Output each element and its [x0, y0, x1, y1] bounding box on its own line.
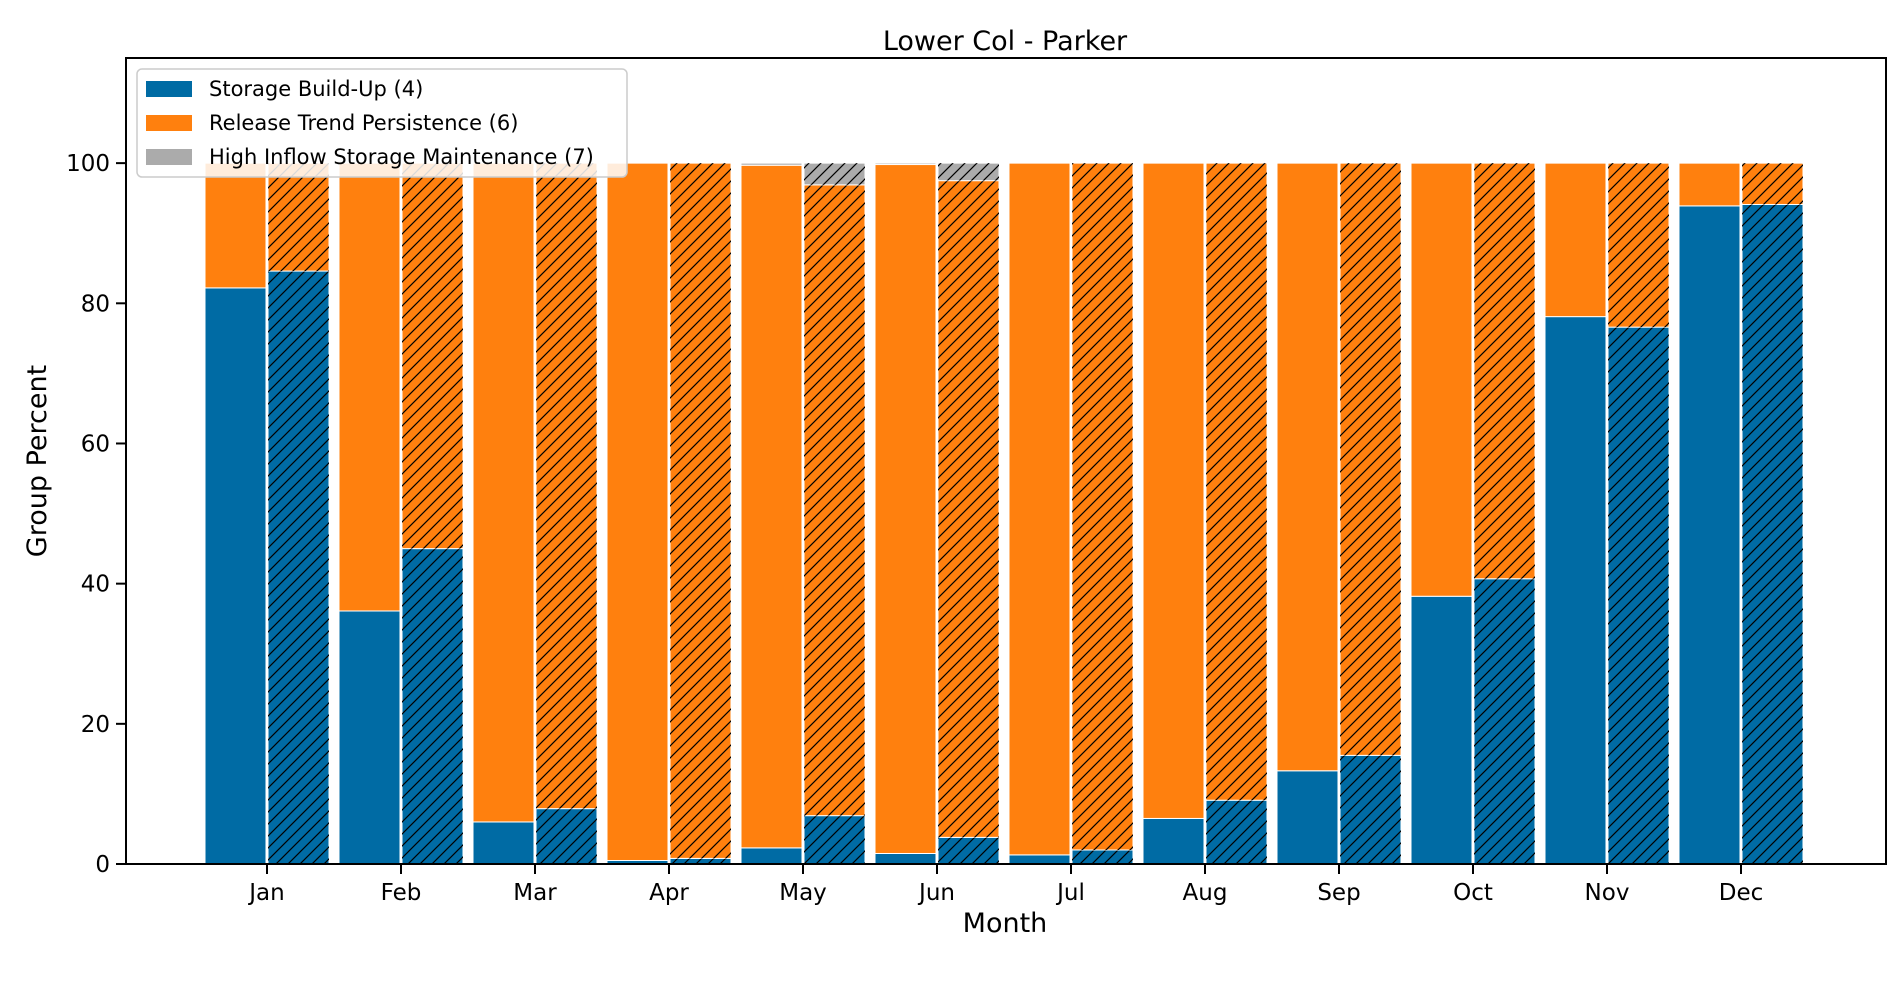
bar-mar-solid-series-2 — [472, 162, 535, 823]
bar-aug-solid-series-2 — [1142, 162, 1205, 819]
bar-hatch-dec-series-2 — [1742, 163, 1803, 205]
y-tick-label: 100 — [66, 151, 110, 177]
bar-sep-solid-series-2 — [1276, 162, 1339, 772]
bar-jun-solid-series-2 — [874, 164, 937, 854]
bar-hatch-may-series-3 — [804, 163, 865, 185]
y-tick-label: 20 — [81, 712, 110, 738]
bar-hatch-may-series-2 — [804, 184, 865, 816]
bar-feb-solid-series-1 — [338, 610, 401, 865]
x-tick-label-jan: Jan — [247, 880, 284, 906]
bar-hatch-sep-series-1 — [1340, 755, 1401, 864]
x-tick-label-sep: Sep — [1317, 880, 1360, 906]
bar-hatch-oct-series-1 — [1474, 578, 1535, 864]
bar-hatch-apr-series-1 — [670, 858, 731, 864]
x-tick-label-dec: Dec — [1719, 880, 1764, 906]
bar-jun-solid-series-3 — [874, 162, 937, 166]
bar-hatch-mar-series-1 — [536, 808, 597, 864]
bar-hatch-dec-series-1 — [1742, 204, 1803, 864]
y-tick-label: 60 — [81, 431, 110, 457]
x-axis: Jan Feb Mar Apr May Jun Jul Aug Sep Oct Nov Dec — [247, 864, 1763, 906]
x-tick-label-jun: Jun — [917, 880, 955, 906]
bar-hatch-jun-series-1 — [938, 837, 999, 864]
x-tick-label-aug: Aug — [1183, 880, 1228, 906]
x-tick-label-mar: Mar — [513, 880, 557, 906]
legend-swatch-1 — [146, 81, 192, 97]
bar-aug-solid-series-1 — [1142, 817, 1205, 865]
plot-frame — [125, 57, 1887, 865]
bar-jun-solid-series-1 — [874, 852, 937, 865]
legend-box — [136, 68, 628, 178]
bar-hatch-sep-series-2 — [1340, 163, 1401, 756]
bar-hatch-apr-series-2 — [670, 163, 731, 859]
bar-may-solid-series-1 — [740, 847, 803, 865]
bar-may-solid-series-2 — [740, 164, 803, 849]
bar-hatch-jan-series-2 — [268, 163, 329, 272]
bar-hatch-nov-series-2 — [1608, 163, 1669, 328]
y-axis-label: Group Percent — [22, 365, 53, 557]
bar-nov-solid-series-1 — [1544, 316, 1607, 865]
legend-swatch-2 — [146, 115, 192, 131]
bar-hatch-aug-series-1 — [1206, 800, 1267, 864]
bar-hatch-jun-series-2 — [938, 180, 999, 838]
x-axis-label: Month — [963, 908, 1048, 939]
x-tick-label-may: May — [779, 880, 827, 906]
bar-hatch-mar-series-2 — [536, 163, 597, 809]
x-tick-label-feb: Feb — [381, 880, 422, 906]
bar-hatch-feb-series-2 — [402, 163, 463, 549]
bar-hatch-jul-series-1 — [1072, 849, 1133, 864]
x-tick-label-apr: Apr — [649, 880, 689, 906]
chart-title: Lower Col - Parker — [883, 26, 1128, 57]
bar-oct-solid-series-2 — [1410, 162, 1473, 597]
legend-swatch-3 — [146, 149, 192, 165]
bar-oct-solid-series-1 — [1410, 595, 1473, 865]
y-tick-label: 80 — [81, 291, 110, 317]
legend-label-2: Release Trend Persistence (6) — [209, 111, 518, 135]
bars-layer — [204, 162, 1804, 865]
bar-may-solid-series-3 — [740, 162, 803, 166]
bar-hatch-oct-series-2 — [1474, 163, 1535, 579]
y-tick-label: 0 — [95, 852, 110, 878]
y-tick-label: 40 — [81, 572, 110, 598]
bar-apr-solid-series-2 — [606, 162, 669, 861]
bar-feb-solid-series-2 — [338, 162, 401, 612]
legend: Storage Build-Up (4) Release Trend Persis… — [136, 68, 628, 178]
bar-jan-solid-series-2 — [204, 162, 267, 289]
bar-hatch-may-series-1 — [804, 815, 865, 864]
bar-jul-solid-series-1 — [1008, 854, 1071, 865]
bar-hatch-aug-series-2 — [1206, 163, 1267, 801]
bar-nov-solid-series-2 — [1544, 162, 1607, 318]
legend-label-3: High Inflow Storage Maintenance (7) — [209, 145, 594, 169]
bar-hatch-jun-series-3 — [938, 163, 999, 181]
bar-jul-solid-series-2 — [1008, 162, 1071, 856]
x-tick-label-oct: Oct — [1453, 880, 1493, 906]
y-axis: 0 20 40 60 80 100 — [66, 151, 126, 878]
bar-hatch-jul-series-2 — [1072, 163, 1133, 850]
x-tick-label-jul: Jul — [1055, 880, 1085, 906]
x-tick-label-nov: Nov — [1585, 880, 1630, 906]
bar-dec-solid-series-2 — [1678, 162, 1741, 207]
bar-hatch-jan-series-1 — [268, 271, 329, 865]
bar-mar-solid-series-1 — [472, 821, 535, 865]
bar-dec-solid-series-1 — [1678, 205, 1741, 865]
bar-hatch-feb-series-1 — [402, 548, 463, 864]
legend-label-1: Storage Build-Up (4) — [209, 77, 423, 101]
bar-hatch-nov-series-1 — [1608, 327, 1669, 864]
bar-jan-solid-series-1 — [204, 287, 267, 865]
bar-sep-solid-series-1 — [1276, 770, 1339, 865]
